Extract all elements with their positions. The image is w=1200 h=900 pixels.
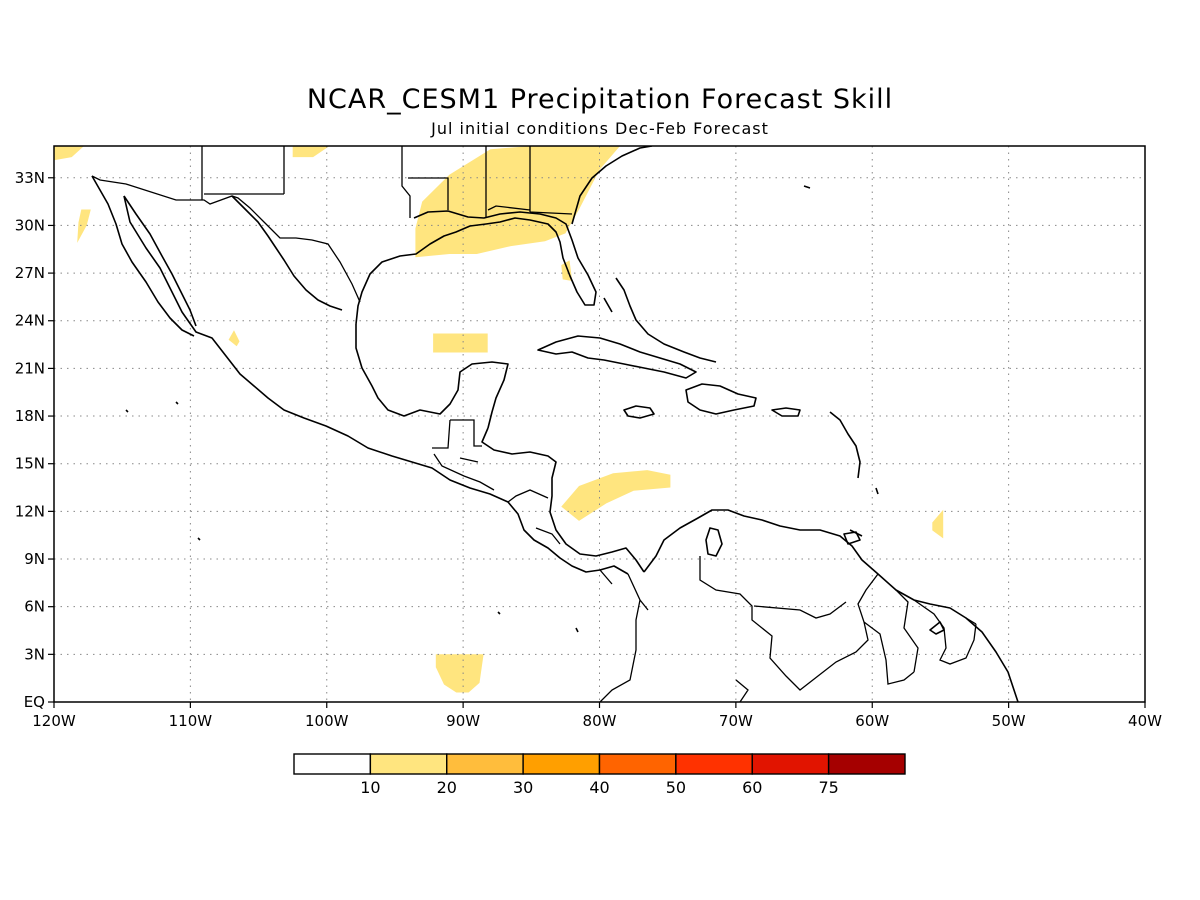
us-state-lines [201,146,573,218]
central-america-caribbean-coastline [481,427,645,573]
lon-tick-label: 120W [32,712,76,730]
skill-region-southeast-us-gulf-coast [415,146,620,258]
colorbar-segment [675,753,753,775]
colorbar-tick-label: 20 [437,778,457,797]
mexico-pacific-coastline [123,195,629,575]
colorbar: 10 20 30 40 50 60 75 [293,753,906,797]
lat-tick-label: 6N [24,598,45,616]
jamaica [623,405,655,419]
lat-tick-label: 27N [15,264,45,282]
lon-tick-label: 80W [583,712,617,730]
skill-region-caribbean-band [561,470,671,521]
colorbar-tick-label: 30 [513,778,533,797]
hispaniola [685,383,757,415]
colorbar-tick-label: 50 [666,778,686,797]
lon-tick-label: 70W [719,712,753,730]
skill-region-baja-west-patch [77,209,91,243]
small-islands [125,185,945,635]
central-america-borders [432,419,977,702]
coastlines [91,146,1019,702]
colorbar-segment [293,753,372,775]
skill-region-northwest-corner-patch [54,146,84,161]
lon-tick-label: 100W [305,712,349,730]
lat-tick-label: 3N [24,645,45,663]
us-mexico-border [91,175,361,303]
lat-tick-label: 30N [15,216,45,234]
puerto-rico [771,407,801,417]
mexico-gulf-coastline [355,324,509,429]
lat-tick-label: 33N [15,169,45,187]
skill-region-sinaloa-patch [228,330,240,347]
lake-maracaibo [705,527,723,557]
us-gulf-coastline [355,210,597,325]
colorbar-segment [369,753,448,775]
colorbar-tick-label: 75 [818,778,838,797]
map-background [54,146,1145,702]
us-atlantic-coastline [571,146,653,225]
map-subtitle: Jul initial conditions Dec-Feb Forecast [431,119,769,138]
lat-tick-label: 15N [15,455,45,473]
colorbar-tick-label: 40 [589,778,609,797]
lat-tick-label: 12N [15,502,45,520]
skill-shading [54,146,944,693]
lon-tick-label: 110W [169,712,213,730]
lat-tick-label: 21N [15,359,45,377]
skill-region-gulf-yucatan-patch [433,333,488,353]
skill-region-equatorial-pacific-patch [435,654,484,693]
skill-region-atlantic-patch [932,509,944,539]
colorbar-segment [598,753,677,775]
lat-tick-label: 18N [15,407,45,425]
bahamas [603,277,717,363]
political-borders [91,146,977,702]
colorbar-segment [446,753,524,775]
lon-tick-label: 60W [855,712,889,730]
colorbar-tick-label: 60 [742,778,762,797]
lat-tick-label: EQ [24,693,45,711]
lon-tick-label: 50W [992,712,1026,730]
skill-region-texas-north-patch [292,146,330,158]
axis-ticks: 120W 110W 100W 90W 80W 70W 60W 50W 40W EQ 3N 6N 9N 12… [15,169,1162,730]
lon-tick-label: 40W [1128,712,1162,730]
colorbar-segment [751,753,830,775]
map-title: NCAR_CESM1 Precipitation Forecast Skill [306,84,894,115]
trinidad [843,531,861,545]
colorbar-segment [827,753,906,775]
colorbar-segment [522,753,601,775]
baja-coastline [91,175,197,337]
cuba [537,335,697,379]
colorbar-tick-label: 10 [360,778,380,797]
lon-tick-label: 90W [446,712,480,730]
lat-tick-label: 24N [15,312,45,330]
lat-tick-label: 9N [24,550,45,568]
